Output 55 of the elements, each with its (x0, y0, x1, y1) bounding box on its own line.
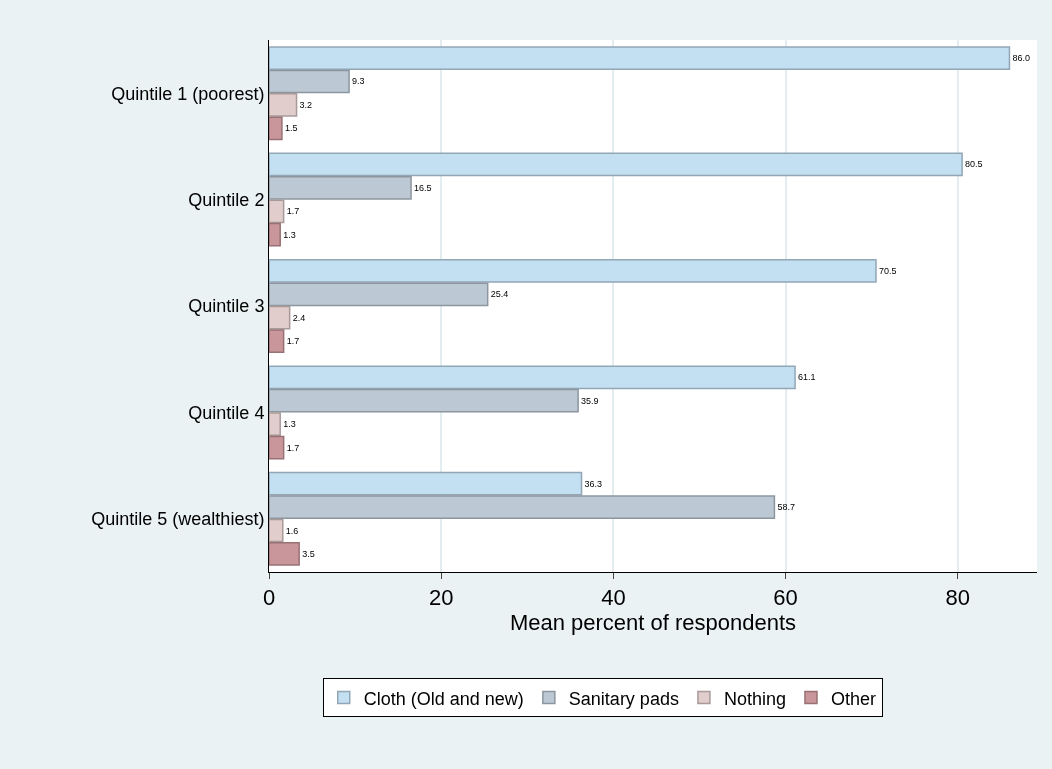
bar (269, 222, 281, 247)
data-label: 1.3 (283, 419, 296, 430)
data-label: 1.3 (283, 229, 296, 240)
y-tick-label: Quintile 4 (188, 402, 265, 423)
x-tick-label: 40 (601, 585, 626, 611)
legend-label: Nothing (723, 688, 786, 709)
data-label: 80.5 (965, 159, 983, 170)
bar (269, 152, 963, 177)
data-label: 70.5 (879, 265, 897, 276)
x-tick-label: 60 (773, 585, 798, 611)
y-tick-label: Quintile 1 (poorest) (111, 83, 265, 104)
bar (269, 542, 300, 566)
bar (269, 93, 298, 117)
data-label: 16.5 (414, 182, 432, 193)
x-tick-label: 80 (945, 585, 971, 611)
bar (269, 495, 776, 519)
data-label: 1.7 (286, 442, 300, 453)
y-tick-label: Quintile 5 (wealthiest) (91, 509, 265, 530)
bar (269, 69, 350, 94)
bar (269, 435, 285, 460)
y-tick-label: Quintile 3 (188, 296, 265, 317)
bar (269, 116, 283, 141)
data-label: 86.0 (1012, 53, 1030, 64)
bar (269, 365, 796, 390)
bar (269, 518, 284, 543)
data-label: 3.5 (302, 548, 315, 559)
bar (269, 329, 285, 353)
data-label: 61.1 (798, 372, 816, 383)
x-tick-label: 20 (428, 585, 454, 611)
bar (269, 46, 1011, 70)
legend-label: Other (830, 688, 876, 709)
data-label: 58.7 (777, 502, 795, 513)
bar (269, 388, 579, 413)
bar (269, 412, 281, 436)
bar (269, 199, 285, 224)
data-label: 3.2 (299, 99, 313, 110)
x-tick-label: 0 (262, 585, 276, 611)
legend-label: Cloth (Old and new) (363, 688, 524, 709)
data-label: 9.3 (352, 76, 365, 87)
data-label: 35.9 (581, 395, 599, 406)
bar (269, 282, 489, 307)
data-label: 1.6 (285, 525, 299, 536)
data-label: 1.5 (284, 123, 298, 134)
y-tick-label: Quintile 2 (188, 189, 265, 210)
bar (269, 471, 583, 496)
bar (269, 259, 877, 283)
bar (269, 176, 412, 200)
data-label: 2.4 (292, 312, 306, 323)
data-label: 1.7 (286, 336, 300, 347)
legend-label: Sanitary pads (568, 688, 679, 709)
x-axis-title: Mean percent of respondents (509, 610, 797, 636)
bar (269, 305, 291, 330)
data-label: 1.7 (286, 206, 300, 217)
data-label: 36.3 (584, 478, 603, 489)
data-label: 25.4 (490, 289, 509, 300)
